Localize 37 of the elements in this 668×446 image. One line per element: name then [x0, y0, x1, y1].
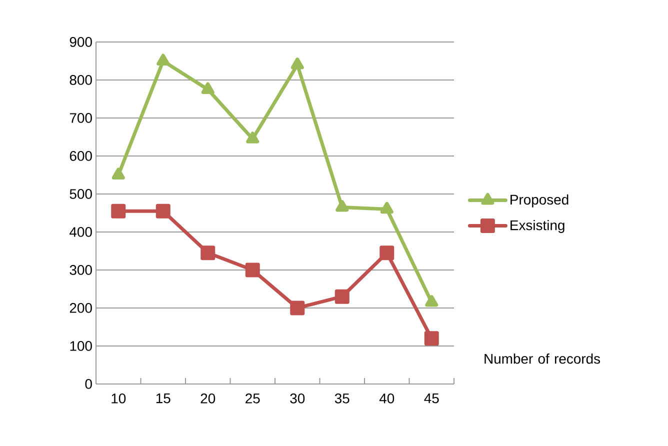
- y-tick-label: 400: [70, 227, 92, 237]
- point: [246, 132, 260, 144]
- x-tick-label: 30: [290, 393, 305, 404]
- point: [201, 82, 214, 94]
- point: [111, 204, 126, 218]
- y-tick-label: 600: [70, 151, 92, 161]
- x-tick-label: 35: [334, 393, 350, 404]
- point: [380, 202, 394, 214]
- point: [156, 54, 170, 66]
- point: [290, 58, 304, 70]
- x-tick-label: 10: [112, 393, 126, 404]
- point: [425, 295, 438, 307]
- legend-label: Proposed: [510, 194, 568, 208]
- point: [290, 300, 305, 316]
- y-tick-label: 700: [70, 113, 92, 123]
- y-tick-label: 900: [70, 37, 92, 47]
- x-tick-label: 40: [379, 393, 394, 404]
- point: [424, 331, 439, 346]
- x-tick-label: 45: [424, 394, 439, 404]
- y-tick-label: 500: [70, 189, 92, 199]
- point: [112, 168, 125, 180]
- point: [380, 246, 394, 260]
- x-tick-label: 20: [200, 393, 216, 404]
- y-tick-label: 100: [70, 341, 92, 351]
- y-tick-label: 800: [70, 75, 92, 85]
- point: [245, 262, 260, 278]
- x-axis-title: Number of records: [484, 354, 600, 364]
- x-tick-label: 25: [246, 393, 260, 404]
- y-tick-label: 300: [70, 265, 92, 275]
- point: [336, 200, 349, 212]
- x-tick-label: 15: [156, 394, 170, 404]
- point: [200, 246, 216, 260]
- point: [334, 289, 350, 304]
- y-tick-label: 0: [85, 379, 92, 389]
- y-tick-label: 200: [70, 303, 92, 313]
- legend-label: Exsisting: [510, 220, 564, 233]
- point: [156, 204, 170, 218]
